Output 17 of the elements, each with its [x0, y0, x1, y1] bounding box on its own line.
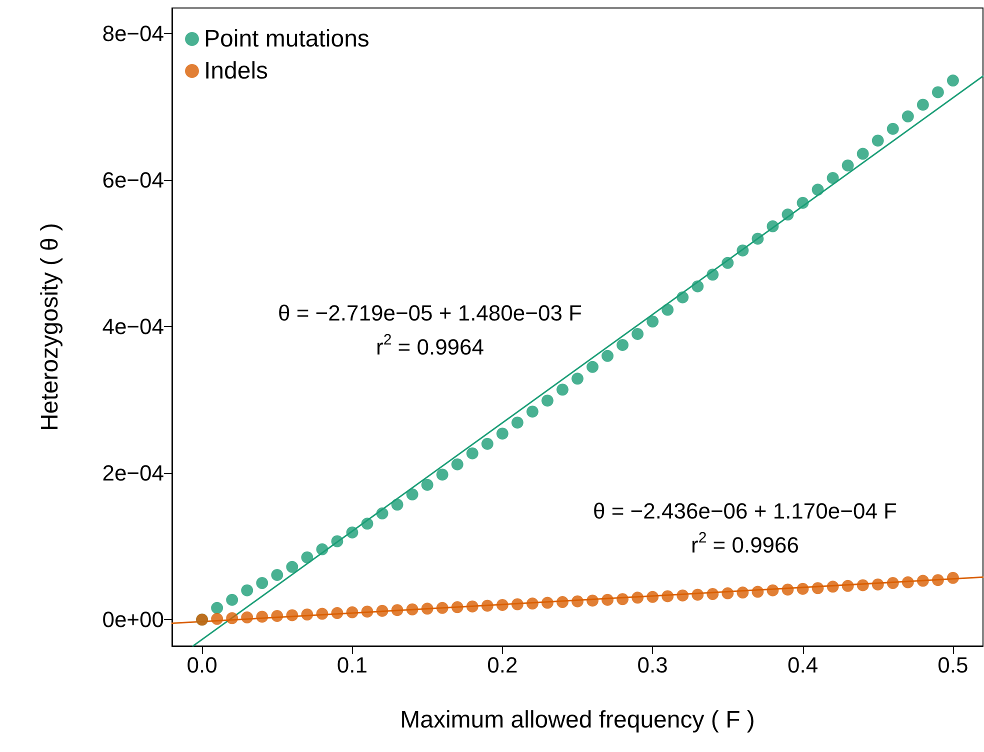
legend-label: Point mutations [204, 26, 370, 52]
y-tick-label: 6e−04 [102, 168, 164, 193]
y-tick-label: 0e+00 [102, 607, 164, 632]
annotation: θ = −2.719e−05 + 1.480e−03 F [278, 300, 582, 326]
x-tick-label: 0.3 [637, 652, 668, 678]
x-tick-label: 0.0 [186, 652, 218, 678]
y-tick-label: 4e−04 [102, 314, 164, 340]
x-tick-label: 0.5 [938, 652, 968, 678]
x-tick-label: 0.1 [336, 652, 368, 678]
legend-label: Indels [204, 58, 268, 84]
x-tick-label: 0.2 [487, 652, 518, 678]
x-tick-label: 0.4 [787, 652, 818, 678]
annotation: θ = −2.436e−06 + 1.170e−04 F [593, 498, 897, 524]
y-tick-label: 2e−04 [102, 460, 164, 486]
y-tick-label: 8e−04 [102, 21, 164, 46]
x-axis-title: Maximum allowed frequency ( F ) [400, 706, 755, 734]
y-axis-title: Heterozygosity ( θ ) [36, 222, 64, 432]
